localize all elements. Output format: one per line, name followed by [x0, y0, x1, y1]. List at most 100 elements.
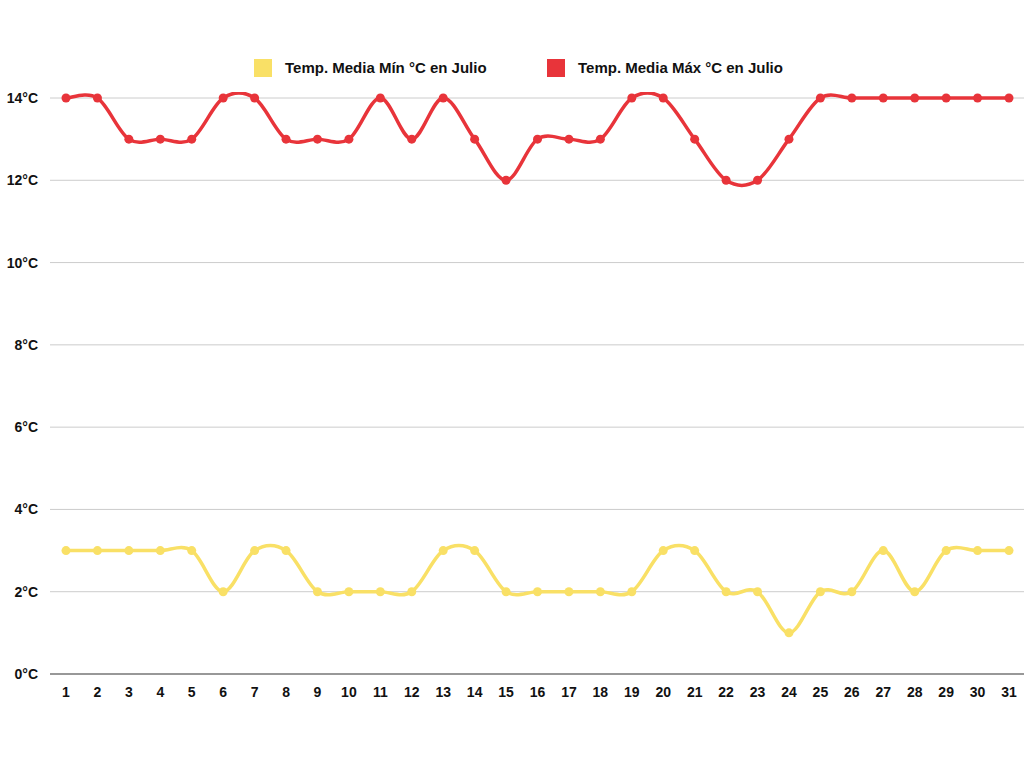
point: [407, 587, 416, 596]
point: [942, 546, 951, 555]
point: [439, 546, 448, 555]
y-tick-label: 6°C: [15, 419, 39, 435]
point: [659, 546, 668, 555]
x-tick-label: 22: [718, 684, 734, 700]
point: [250, 546, 259, 555]
x-tick-label: 3: [125, 684, 133, 700]
point: [722, 176, 731, 185]
x-tick-label: 1: [62, 684, 70, 700]
series-line: [66, 93, 1009, 186]
point: [93, 546, 102, 555]
point: [722, 587, 731, 596]
x-tick-label: 19: [624, 684, 640, 700]
x-tick-label: 13: [435, 684, 451, 700]
point: [879, 94, 888, 103]
point: [596, 135, 605, 144]
point: [282, 546, 291, 555]
x-tick-label: 9: [314, 684, 322, 700]
legend-swatch: [547, 59, 565, 77]
grid-line: [50, 344, 1024, 345]
series-line: [66, 545, 1009, 632]
point: [816, 587, 825, 596]
x-tick-label: 23: [750, 684, 766, 700]
point: [627, 587, 636, 596]
grid-line: [50, 509, 1024, 510]
y-tick-label: 4°C: [15, 501, 39, 517]
point: [376, 94, 385, 103]
x-tick-label: 11: [373, 684, 388, 700]
point: [502, 587, 511, 596]
point: [344, 587, 353, 596]
grid-line: [50, 180, 1024, 181]
point: [282, 135, 291, 144]
point: [187, 546, 196, 555]
point: [690, 135, 699, 144]
legend: Temp. Media Mín °C en Julio Temp. Media M…: [254, 59, 783, 77]
y-tick-label: 0°C: [15, 666, 39, 682]
point: [942, 94, 951, 103]
point: [156, 546, 165, 555]
point: [250, 94, 259, 103]
point: [187, 135, 196, 144]
legend-label: Temp. Media Máx °C en Julio: [578, 59, 783, 76]
x-tick-label: 20: [655, 684, 671, 700]
x-tick-label: 26: [844, 684, 860, 700]
point: [973, 94, 982, 103]
x-tick-label: 2: [94, 684, 102, 700]
point: [439, 94, 448, 103]
point: [470, 546, 479, 555]
x-tick-label: 8: [282, 684, 290, 700]
point: [816, 94, 825, 103]
point: [879, 546, 888, 555]
point: [690, 546, 699, 555]
legend-label: Temp. Media Mín °C en Julio: [285, 59, 487, 76]
point: [596, 587, 605, 596]
point: [973, 546, 982, 555]
grid: [50, 98, 1024, 674]
point: [62, 94, 71, 103]
point: [784, 628, 793, 637]
point: [1005, 94, 1014, 103]
point: [784, 135, 793, 144]
point: [910, 94, 919, 103]
x-tick-label: 24: [781, 684, 797, 700]
point: [1005, 546, 1014, 555]
x-tick-label: 28: [907, 684, 923, 700]
x-tick-label: 18: [593, 684, 609, 700]
x-tick-label: 25: [813, 684, 829, 700]
point: [124, 546, 133, 555]
point: [313, 587, 322, 596]
y-tick-label: 8°C: [15, 337, 39, 353]
point: [753, 176, 762, 185]
point: [659, 94, 668, 103]
point: [533, 587, 542, 596]
y-tick-label: 14°C: [7, 90, 38, 106]
y-tick-label: 12°C: [7, 172, 38, 188]
point: [533, 135, 542, 144]
y-tick-label: 10°C: [7, 255, 38, 271]
plot-area: [62, 93, 1014, 638]
x-tick-label: 29: [938, 684, 954, 700]
point: [847, 587, 856, 596]
point: [124, 135, 133, 144]
x-tick-label: 4: [156, 684, 164, 700]
x-tick-label: 27: [875, 684, 891, 700]
grid-line: [50, 262, 1024, 263]
point: [564, 135, 573, 144]
x-tick-label: 6: [219, 684, 227, 700]
x-tick-label: 16: [530, 684, 546, 700]
x-tick-label: 5: [188, 684, 196, 700]
grid-line: [50, 673, 1024, 674]
point: [93, 94, 102, 103]
point: [219, 94, 228, 103]
x-tick-label: 14: [467, 684, 483, 700]
point: [847, 94, 856, 103]
point: [156, 135, 165, 144]
x-tick-label: 12: [404, 684, 420, 700]
x-tick-label: 17: [561, 684, 577, 700]
point: [219, 587, 228, 596]
x-tick-label: 7: [251, 684, 259, 700]
point: [627, 94, 636, 103]
x-tick-label: 10: [341, 684, 357, 700]
point: [62, 546, 71, 555]
